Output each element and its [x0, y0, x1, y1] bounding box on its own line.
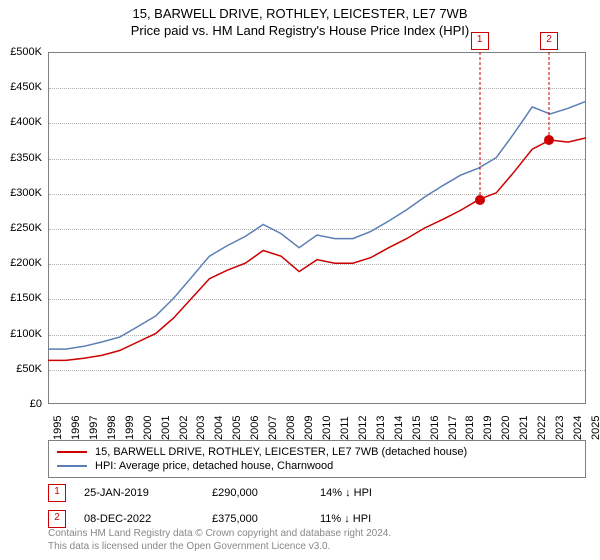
chart-title-block: 15, BARWELL DRIVE, ROTHLEY, LEICESTER, L… [0, 0, 600, 38]
x-tick-label: 2002 [178, 416, 190, 440]
y-tick-label: £100K [0, 328, 42, 340]
x-tick-label: 2014 [393, 416, 405, 440]
y-tick-label: £450K [0, 81, 42, 93]
y-tick-label: £500K [0, 46, 42, 58]
x-tick-label: 2019 [482, 416, 494, 440]
legend-label: HPI: Average price, detached house, Char… [95, 460, 333, 472]
marker-index-box: 1 [471, 32, 489, 50]
marker-index-box: 2 [540, 32, 558, 50]
x-tick-label: 2011 [339, 416, 351, 440]
title-line-2: Price paid vs. HM Land Registry's House … [0, 23, 600, 38]
x-tick-label: 2000 [142, 416, 154, 440]
x-tick-label: 2003 [195, 416, 207, 440]
x-tick-label: 2021 [518, 416, 530, 440]
transaction-index: 2 [48, 510, 66, 528]
legend-row: HPI: Average price, detached house, Char… [57, 459, 577, 473]
x-tick-label: 2004 [213, 416, 225, 440]
x-tick-label: 1997 [88, 416, 100, 440]
marker-dot [475, 195, 485, 205]
x-tick-label: 2001 [160, 416, 172, 440]
x-tick-label: 1995 [52, 416, 64, 440]
transaction-date: 25-JAN-2019 [84, 487, 194, 499]
y-tick-label: £300K [0, 187, 42, 199]
x-tick-label: 2022 [536, 416, 548, 440]
x-tick-label: 2023 [554, 416, 566, 440]
y-tick-label: £350K [0, 152, 42, 164]
marker-vline [549, 52, 550, 140]
footer-attribution: Contains HM Land Registry data © Crown c… [48, 528, 586, 553]
footer-line-1: Contains HM Land Registry data © Crown c… [48, 528, 586, 541]
x-tick-label: 2015 [411, 416, 423, 440]
footer-line-2: This data is licensed under the Open Gov… [48, 541, 586, 554]
y-tick-label: £0 [0, 398, 42, 410]
transaction-delta: 14% ↓ HPI [320, 487, 410, 499]
x-tick-label: 2007 [267, 416, 279, 440]
x-tick-label: 2008 [285, 416, 297, 440]
transaction-index: 1 [48, 484, 66, 502]
transaction-date: 08-DEC-2022 [84, 513, 194, 525]
x-tick-label: 2018 [464, 416, 476, 440]
chart-area: £0£50K£100K£150K£200K£250K£300K£350K£400… [48, 52, 586, 404]
series-lines [48, 52, 586, 404]
x-tick-label: 1999 [124, 416, 136, 440]
transaction-row: 1 25-JAN-2019 £290,000 14% ↓ HPI [48, 480, 586, 506]
transaction-delta: 11% ↓ HPI [320, 513, 410, 525]
legend-box: 15, BARWELL DRIVE, ROTHLEY, LEICESTER, L… [48, 440, 586, 478]
x-tick-label: 2017 [447, 416, 459, 440]
y-tick-label: £150K [0, 292, 42, 304]
x-tick-label: 2009 [303, 416, 315, 440]
legend-label: 15, BARWELL DRIVE, ROTHLEY, LEICESTER, L… [95, 446, 467, 458]
transactions-table: 1 25-JAN-2019 £290,000 14% ↓ HPI 2 08-DEC-202… [48, 480, 586, 532]
legend-swatch [57, 451, 87, 453]
x-tick-label: 1996 [70, 416, 82, 440]
y-tick-label: £200K [0, 257, 42, 269]
y-tick-label: £250K [0, 222, 42, 234]
x-tick-label: 1998 [106, 416, 118, 440]
x-tick-label: 2020 [500, 416, 512, 440]
x-tick-label: 2025 [590, 416, 600, 440]
series-line-property [48, 138, 586, 361]
transaction-price: £375,000 [212, 513, 302, 525]
x-tick-label: 2012 [357, 416, 369, 440]
x-tick-label: 2006 [249, 416, 261, 440]
x-tick-label: 2013 [375, 416, 387, 440]
x-tick-label: 2024 [572, 416, 584, 440]
legend-row: 15, BARWELL DRIVE, ROTHLEY, LEICESTER, L… [57, 445, 577, 459]
marker-dot [544, 135, 554, 145]
series-line-hpi [48, 101, 586, 349]
y-tick-label: £400K [0, 116, 42, 128]
transaction-price: £290,000 [212, 487, 302, 499]
marker-vline [479, 52, 480, 200]
y-tick-label: £50K [0, 363, 42, 375]
title-line-1: 15, BARWELL DRIVE, ROTHLEY, LEICESTER, L… [0, 6, 600, 21]
legend-swatch [57, 465, 87, 467]
x-tick-label: 2016 [429, 416, 441, 440]
x-tick-label: 2010 [321, 416, 333, 440]
x-tick-label: 2005 [231, 416, 243, 440]
